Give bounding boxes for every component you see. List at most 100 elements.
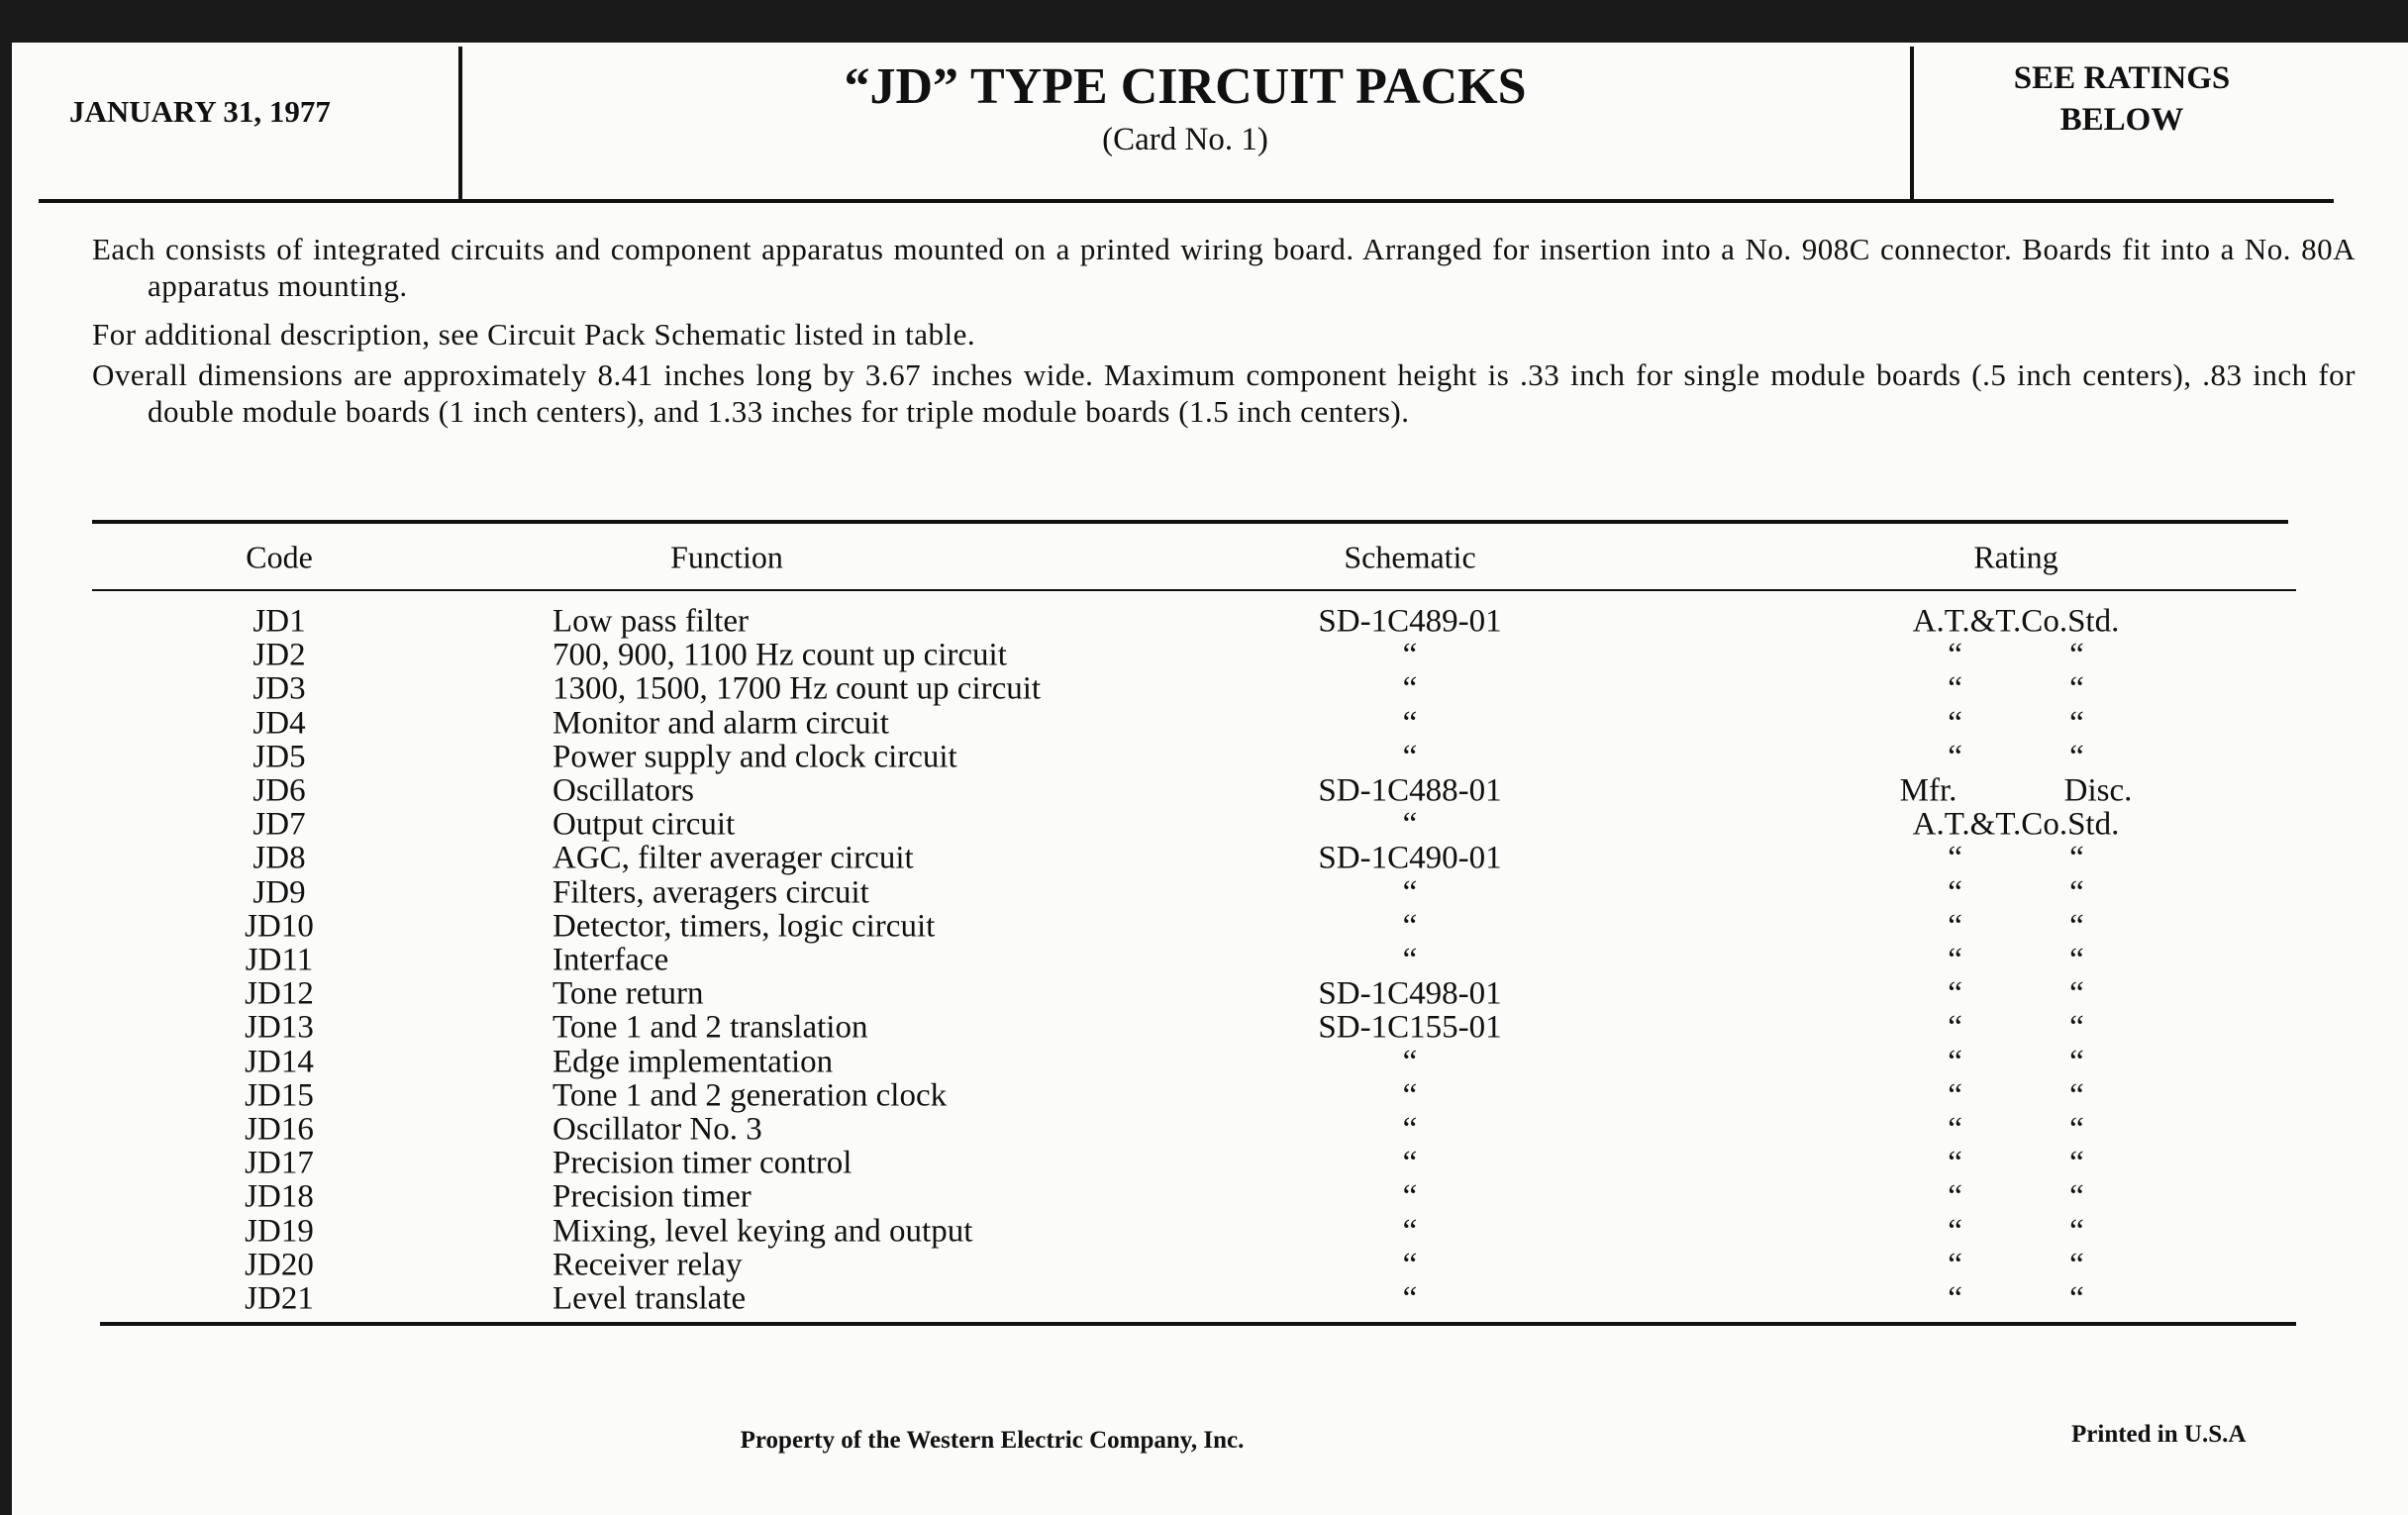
schematic-cell: “ xyxy=(1402,1145,1418,1181)
rating-cell: A.T.&T.Co.Std. xyxy=(1912,603,2120,640)
rating-cell: “ “ xyxy=(1948,1009,2084,1046)
schematic-cell: “ xyxy=(1402,670,1418,707)
rating-cell: A.T.&T.Co.Std. xyxy=(1912,806,2120,843)
rating-cell: “ “ xyxy=(1948,1077,2084,1114)
code-cell: JD20 xyxy=(245,1247,314,1283)
code-cell: JD8 xyxy=(252,840,306,876)
function-cell: Oscillators xyxy=(552,772,694,809)
footer-owner: Property of the Western Electric Company… xyxy=(740,1427,1245,1454)
function-cell: AGC, filter averager circuit xyxy=(552,840,914,876)
card: JANUARY 31, 1977 “JD” TYPE CIRCUIT PACKS… xyxy=(12,43,2408,1515)
ratings-note: BELOW xyxy=(2059,102,2184,138)
schematic-cell: “ xyxy=(1402,637,1418,673)
rating-cell: “ “ xyxy=(1948,1213,2084,1250)
code-cell: JD6 xyxy=(252,772,306,809)
description: For additional description, see Circuit … xyxy=(92,317,976,352)
function-cell: Oscillator No. 3 xyxy=(552,1111,762,1148)
column-header: Function xyxy=(670,539,783,575)
schematic-cell: “ xyxy=(1402,705,1418,742)
table-rule xyxy=(92,520,2288,524)
function-cell: Tone 1 and 2 generation clock xyxy=(552,1077,948,1114)
title: “JD” TYPE CIRCUIT PACKS xyxy=(844,58,1527,115)
schematic-cell: “ xyxy=(1402,1077,1418,1114)
code-cell: JD2 xyxy=(252,637,306,673)
code-cell: JD10 xyxy=(245,908,314,945)
rating-cell: Mfr. Disc. xyxy=(1899,772,2133,809)
code-cell: JD7 xyxy=(252,806,306,843)
rating-cell: “ “ xyxy=(1948,1247,2084,1283)
function-cell: Precision timer xyxy=(552,1178,752,1215)
schematic-cell: “ xyxy=(1402,1213,1418,1250)
function-cell: Tone 1 and 2 translation xyxy=(552,1009,868,1046)
header-rule xyxy=(39,199,2334,203)
schematic-cell: “ xyxy=(1402,908,1418,945)
rating-cell: “ “ xyxy=(1948,739,2084,775)
function-cell: Receiver relay xyxy=(552,1247,743,1283)
column-header: Code xyxy=(246,539,313,575)
function-cell: Power supply and clock circuit xyxy=(552,739,957,775)
code-cell: JD3 xyxy=(252,670,306,707)
code-cell: JD19 xyxy=(245,1213,314,1250)
rating-cell: “ “ xyxy=(1948,840,2084,876)
code-cell: JD21 xyxy=(245,1280,314,1317)
rating-cell: “ “ xyxy=(1948,1145,2084,1181)
code-cell: JD18 xyxy=(245,1178,314,1215)
schematic-cell: SD-1C488-01 xyxy=(1318,772,1502,809)
subtitle: (Card No. 1) xyxy=(1102,122,1268,157)
description: Each consists of integrated circuits and… xyxy=(92,232,2356,303)
code-cell: JD15 xyxy=(245,1077,314,1114)
rating-cell: “ “ xyxy=(1948,1111,2084,1148)
divider xyxy=(458,47,462,200)
code-cell: JD1 xyxy=(252,603,306,640)
schematic-cell: “ xyxy=(1402,942,1418,978)
schematic-cell: “ xyxy=(1402,1111,1418,1148)
column-header: Schematic xyxy=(1344,539,1476,575)
schematic-cell: “ xyxy=(1402,806,1418,843)
function-cell: Mixing, level keying and output xyxy=(552,1213,973,1250)
function-cell: Edge implementation xyxy=(552,1044,834,1080)
code-cell: JD5 xyxy=(252,739,306,775)
schematic-cell: “ xyxy=(1402,1247,1418,1283)
function-cell: 700, 900, 1100 Hz count up circuit xyxy=(552,637,1007,673)
rating-cell: “ “ xyxy=(1948,637,2084,673)
code-cell: JD14 xyxy=(245,1044,314,1080)
ratings-note: SEE RATINGS xyxy=(2013,60,2231,96)
rating-cell: “ “ xyxy=(1948,1044,2084,1080)
footer-printed: Printed in U.S.A xyxy=(2071,1421,2247,1448)
code-cell: JD9 xyxy=(252,874,306,911)
function-cell: Tone return xyxy=(552,975,704,1012)
column-header: Rating xyxy=(1973,539,2058,575)
rating-cell: “ “ xyxy=(1948,874,2084,911)
code-cell: JD16 xyxy=(245,1111,314,1148)
schematic-cell: SD-1C490-01 xyxy=(1318,840,1502,876)
date: JANUARY 31, 1977 xyxy=(69,94,331,129)
rating-cell: “ “ xyxy=(1948,1178,2084,1215)
rating-cell: “ “ xyxy=(1948,975,2084,1012)
table-rule xyxy=(92,589,2296,591)
rating-cell: “ “ xyxy=(1948,908,2084,945)
schematic-cell: “ xyxy=(1402,874,1418,911)
rating-cell: “ “ xyxy=(1948,670,2084,707)
schematic-cell: SD-1C489-01 xyxy=(1318,603,1502,640)
schematic-cell: SD-1C155-01 xyxy=(1318,1009,1502,1046)
schematic-cell: “ xyxy=(1402,739,1418,775)
function-cell: Precision timer control xyxy=(552,1145,853,1181)
schematic-cell: SD-1C498-01 xyxy=(1318,975,1502,1012)
function-cell: Output circuit xyxy=(552,806,736,843)
function-cell: Interface xyxy=(552,942,669,978)
rating-cell: “ “ xyxy=(1948,942,2084,978)
schematic-cell: “ xyxy=(1402,1280,1418,1317)
description: Overall dimensions are approximately 8.4… xyxy=(92,357,2356,429)
function-cell: Level translate xyxy=(552,1280,747,1317)
code-cell: JD17 xyxy=(245,1145,314,1181)
table-rule xyxy=(100,1322,2296,1326)
rating-cell: “ “ xyxy=(1948,1280,2084,1317)
schematic-cell: “ xyxy=(1402,1178,1418,1215)
code-cell: JD12 xyxy=(245,975,314,1012)
code-cell: JD4 xyxy=(252,705,306,742)
rating-cell: “ “ xyxy=(1948,705,2084,742)
code-cell: JD13 xyxy=(245,1009,314,1046)
schematic-cell: “ xyxy=(1402,1044,1418,1080)
divider xyxy=(1910,47,1914,200)
